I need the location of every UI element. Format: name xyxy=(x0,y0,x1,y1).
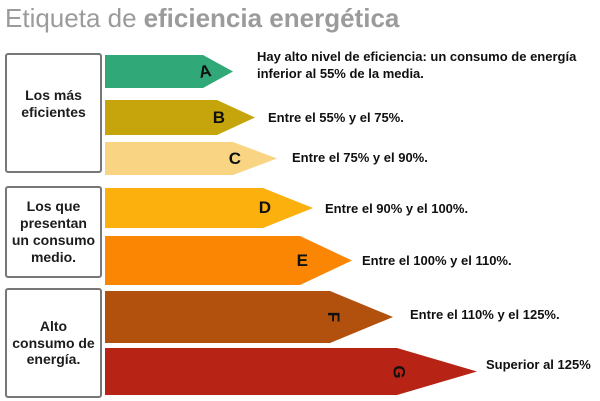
page-title-bold: eficiencia energética xyxy=(143,3,400,33)
arrow-letter-g: G xyxy=(389,364,409,379)
group-box-most-efficient-label: Los más eficientes xyxy=(21,87,86,120)
page-title-normal: Etiqueta de xyxy=(5,3,137,33)
arrow-f: F xyxy=(105,291,393,343)
description-d: Entre el 90% y el 100%. xyxy=(325,201,469,216)
arrow-e: E xyxy=(105,236,352,285)
description-c: Entre el 75% y el 90%. xyxy=(292,150,428,165)
arrow-letter-e: E xyxy=(296,250,308,270)
page-title: Etiqueta de eficiencia energética xyxy=(5,3,399,34)
group-box-high-consumption: Alto consumo de energía. xyxy=(5,288,102,398)
group-box-high-consumption-label: Alto consumo de energía. xyxy=(12,317,95,368)
description-g: Superior al 125% xyxy=(486,357,591,372)
arrow-d: D xyxy=(105,188,313,228)
description-e: Entre el 100% y el 110%. xyxy=(362,253,512,268)
arrow-letter-a: A xyxy=(197,60,213,82)
arrow-a: A xyxy=(105,55,233,88)
arrow-letter-b: B xyxy=(212,107,225,127)
arrow-letter-f: F xyxy=(323,311,343,323)
group-box-medium-consumption: Los que presentan un consumo medio. xyxy=(5,186,102,278)
description-f: Entre el 110% y el 125%. xyxy=(410,307,560,322)
arrow-c: C xyxy=(105,142,277,175)
group-box-medium-consumption-label: Los que presentan un consumo medio. xyxy=(11,198,96,265)
arrow-letter-d: D xyxy=(258,198,271,217)
arrow-b: B xyxy=(105,100,255,135)
description-b: Entre el 55% y el 75%. xyxy=(268,110,404,125)
group-box-most-efficient: Los más eficientes xyxy=(5,53,102,173)
arrow-letter-c: C xyxy=(228,148,241,168)
description-a: Hay alto nivel de eficiencia: un consumo… xyxy=(257,49,577,81)
arrow-g: G xyxy=(105,348,477,395)
